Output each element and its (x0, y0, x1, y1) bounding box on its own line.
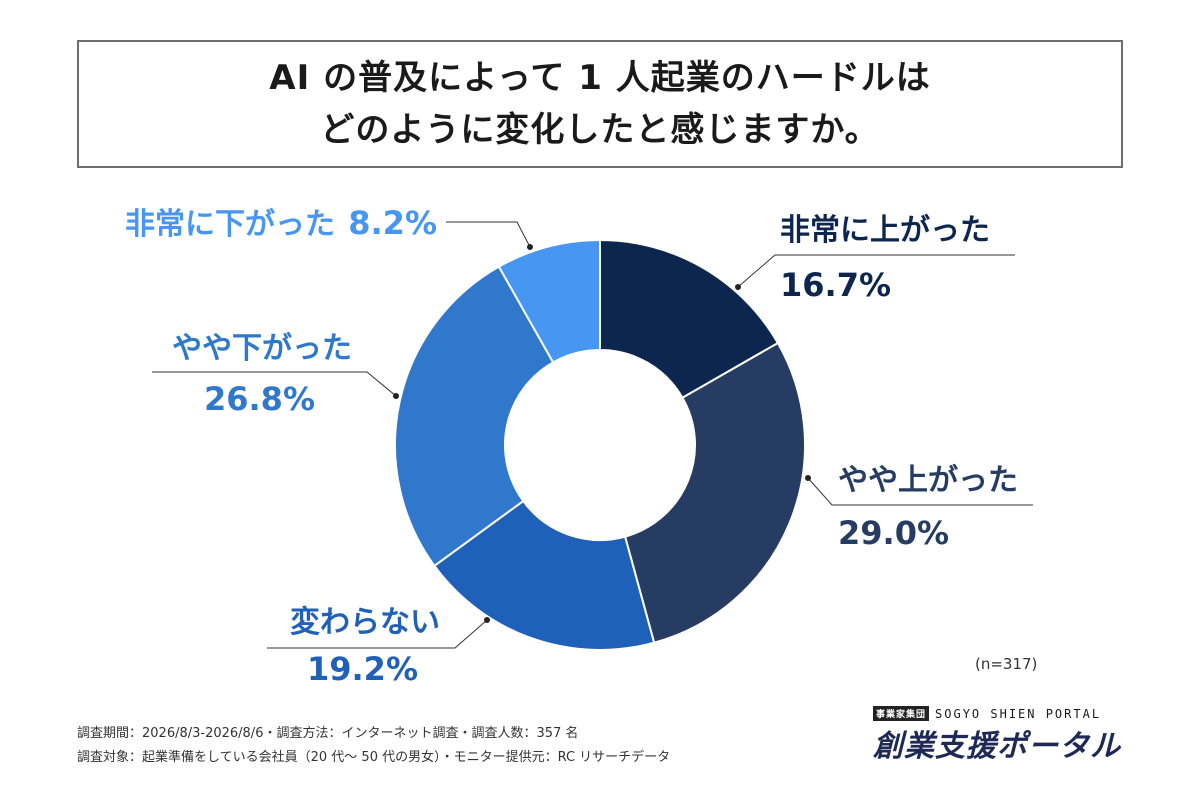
donut-slice-2 (623, 341, 806, 644)
donut-slice-3 (433, 499, 656, 651)
leader-dot-3 (484, 617, 490, 623)
leader-line-3 (267, 619, 488, 649)
survey-target-line: 調査対象：起業準備をしている会社員（20 代〜 50 代の男女）・モニター提供元… (77, 750, 671, 765)
logo-group-badge: 事業家集団 (873, 706, 930, 721)
slice-label-name-2: やや上がった (838, 463, 1018, 498)
donut-slice-4 (394, 265, 555, 568)
donut-slice-5 (497, 238, 601, 364)
donut-slice-1 (599, 238, 780, 400)
slice-label-name-1: 非常に上がった (780, 213, 990, 248)
slice-label-value-5: 8.2% (348, 204, 437, 242)
survey-footer: 調査期間：2026/8/3-2026/8/6・調査方法：インターネット調査・調査… (77, 722, 670, 770)
leader-line-4 (152, 371, 397, 397)
logo-japanese-name: 創業支援ポータル (873, 729, 1121, 764)
slice-label-value-4: 26.8% (204, 380, 315, 418)
logo-english-name: SOGYO SHIEN PORTAL (935, 706, 1102, 721)
slice-label-value-2: 29.0% (838, 514, 949, 552)
slice-label-name-5: 非常に下がった (125, 207, 335, 242)
leader-dot-5 (527, 244, 533, 250)
slice-label-name-3: 変わらない (290, 605, 440, 640)
chart-title-line-1: AI の普及によって 1 人起業のハードルは (269, 58, 931, 98)
leader-dot-4 (393, 393, 399, 399)
leader-line-2 (807, 477, 1033, 506)
survey-period-line: 調査期間：2026/8/3-2026/8/6・調査方法：インターネット調査・調査… (77, 726, 579, 741)
slice-label-value-3: 19.2% (307, 650, 418, 688)
chart-title-box: AI の普及によって 1 人起業のハードルは どのように変化したと感じますか。 (77, 40, 1123, 168)
slice-label-value-1: 16.7% (780, 266, 891, 304)
chart-title-line-2: どのように変化したと感じますか。 (320, 110, 880, 150)
leader-dot-2 (805, 475, 811, 481)
slice-label-name-4: やや下がった (172, 331, 352, 366)
leader-line-5 (446, 221, 531, 248)
leader-dot-1 (735, 284, 741, 290)
brand-logo: 事業家集団 SOGYO SHIEN PORTAL 創業支援ポータル (873, 706, 1123, 765)
leader-line-1 (737, 254, 1015, 288)
sample-size-note: (n=317) (975, 655, 1038, 673)
